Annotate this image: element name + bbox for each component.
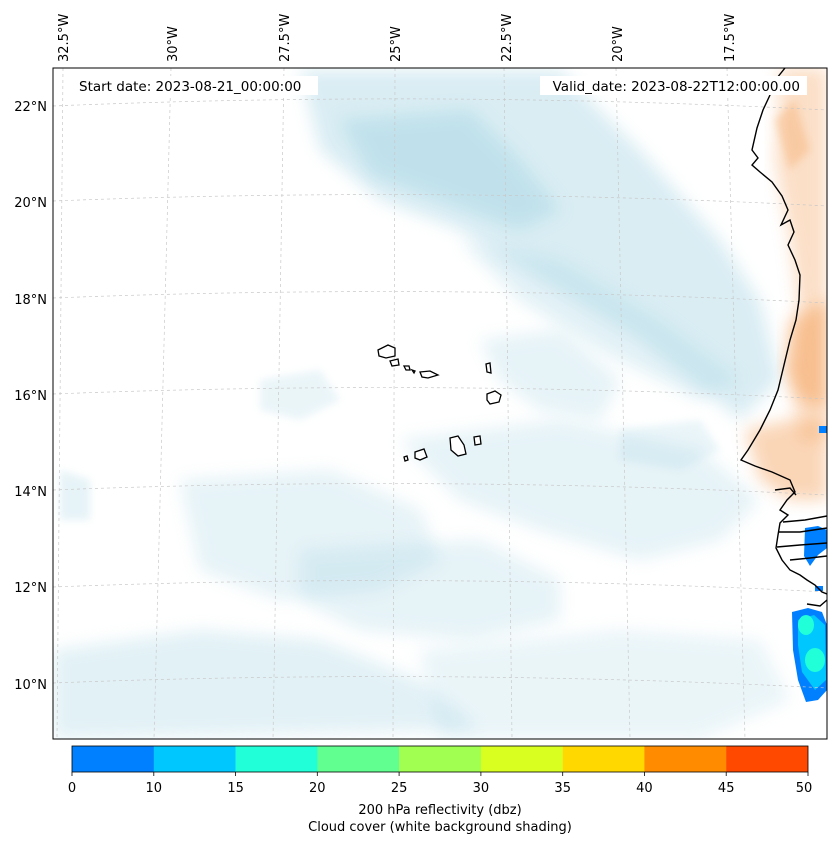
colorbar-segment-7	[644, 746, 727, 772]
colorbar-tick-30: 30	[473, 781, 490, 796]
lon-label-22-5w: 22.5°W	[500, 14, 515, 62]
colorbar-frame	[71, 745, 809, 773]
cape-verde-islands	[377, 344, 502, 462]
start-date-text: Start date: 2023-08-21_00:00:00	[79, 79, 301, 95]
colorbar-segment-4	[399, 746, 482, 772]
valid-date-text: Valid_date: 2023-08-22T12:00:00.00	[553, 79, 800, 95]
colorbar-tick-20: 20	[309, 781, 326, 796]
colorbar-segment-5	[480, 746, 563, 772]
lat-label-22n: 22°N	[14, 100, 47, 115]
lat-label-10n: 10°N	[14, 678, 47, 693]
colorbar-label-reflectivity: 200 hPa reflectivity (dbz)	[358, 803, 521, 818]
colorbar-tick-15: 15	[227, 781, 244, 796]
colorbar-segment-3	[317, 746, 400, 772]
colorbar-label-cloud-cover: Cloud cover (white background shading)	[308, 820, 572, 835]
colorbar-segments	[72, 746, 808, 772]
colorbar-segment-8	[726, 746, 808, 772]
coastline	[739, 68, 827, 607]
graticule	[53, 68, 827, 739]
lon-label-32-5w: 32.5°W	[57, 14, 72, 62]
longitude-labels: 32.5°W 30°W 27.5°W 25°W 22.5°W 20°W 17.5…	[57, 14, 738, 62]
colorbar-segment-0	[72, 746, 154, 772]
lat-label-16n: 16°N	[14, 389, 47, 404]
lon-label-27-5w: 27.5°W	[278, 14, 293, 62]
reflectivity-cells	[792, 426, 827, 702]
colorbar-segment-1	[153, 746, 236, 772]
lat-label-12n: 12°N	[14, 581, 47, 596]
map-panel[interactable]: Start date: 2023-08-21_00:00:00 Valid_da…	[52, 67, 828, 740]
lon-label-25w: 25°W	[389, 26, 404, 62]
colorbar-tick-labels: 0 10 15 20 25 30 35 40 45 50	[68, 781, 812, 796]
colorbar-tick-35: 35	[554, 781, 571, 796]
latitude-labels: 22°N 20°N 18°N 16°N 14°N 12°N 10°N	[14, 100, 47, 693]
dust-shading	[745, 68, 827, 500]
colorbar-tick-25: 25	[391, 781, 408, 796]
lon-label-30w: 30°W	[166, 26, 181, 62]
start-date-box	[72, 76, 318, 95]
map-frame	[52, 67, 828, 740]
colorbar-tick-50: 50	[796, 781, 813, 796]
lat-label-14n: 14°N	[14, 485, 47, 500]
valid-date-box	[540, 76, 807, 95]
lon-label-20w: 20°W	[611, 26, 626, 62]
colorbar: 0 10 15 20 25 30 35 40 45 50 200 hPa ref…	[68, 745, 812, 835]
colorbar-tick-10: 10	[146, 781, 163, 796]
lat-label-20n: 20°N	[14, 196, 47, 211]
cloud-cover-shading	[53, 70, 790, 739]
colorbar-tick-45: 45	[718, 781, 735, 796]
colorbar-tick-40: 40	[636, 781, 653, 796]
colorbar-tick-0: 0	[68, 781, 76, 796]
lat-label-18n: 18°N	[14, 293, 47, 308]
lon-label-17-5w: 17.5°W	[723, 14, 738, 62]
colorbar-segment-2	[235, 746, 318, 772]
colorbar-ticks	[71, 772, 809, 776]
colorbar-segment-6	[562, 746, 645, 772]
